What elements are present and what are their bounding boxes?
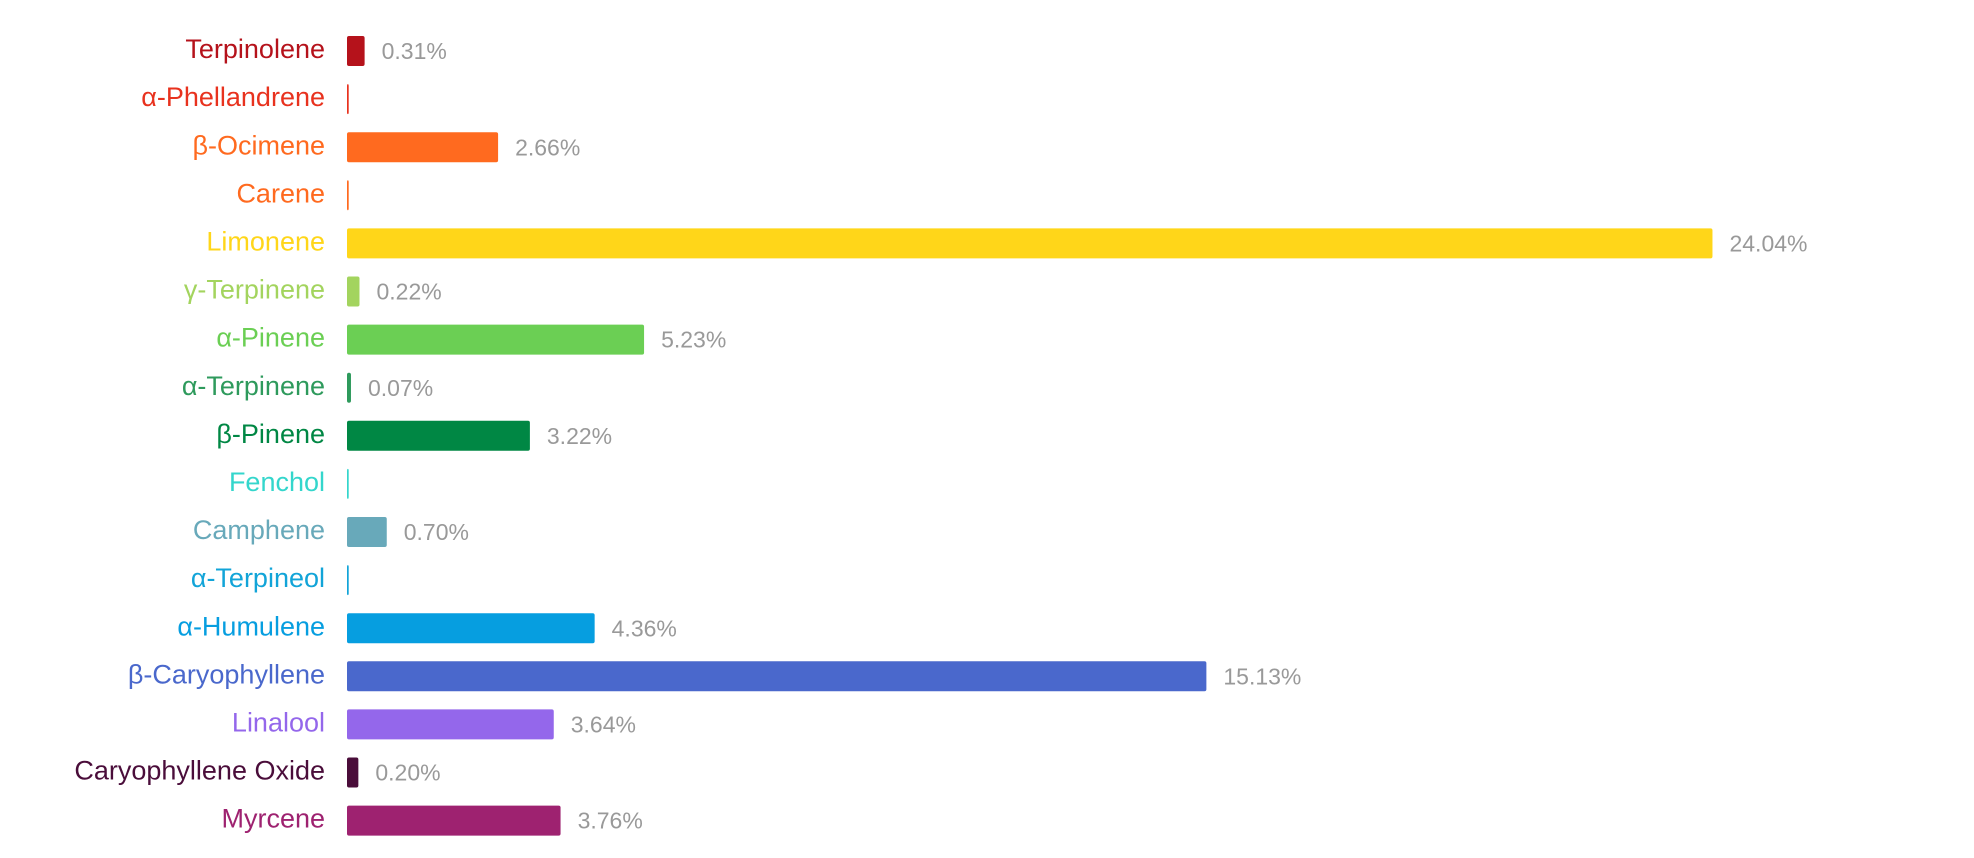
value-label: 0.70% [404, 519, 469, 545]
bar [347, 613, 595, 644]
category-label: Fenchol [229, 467, 325, 497]
category-label: Limonene [206, 227, 325, 257]
category-label: β-Ocimene [192, 130, 325, 160]
bar [347, 709, 554, 740]
category-label: Caryophyllene Oxide [74, 756, 325, 786]
bar [347, 372, 351, 403]
bar [347, 132, 499, 163]
category-label: Terpinolene [185, 34, 325, 64]
bar [347, 84, 349, 115]
bar [347, 228, 1713, 259]
bar [347, 36, 365, 66]
value-label: 0.31% [382, 38, 447, 64]
category-label: Carene [236, 178, 325, 208]
value-label: 0.22% [376, 279, 441, 305]
value-label: 24.04% [1729, 230, 1807, 256]
category-label: α-Phellandrene [141, 82, 325, 112]
category-label: α-Terpinene [182, 371, 325, 401]
category-label: α-Humulene [177, 611, 325, 641]
category-label: Linalool [232, 708, 325, 738]
category-label: α-Terpineol [191, 563, 325, 593]
category-label: Camphene [193, 515, 325, 545]
bar [347, 180, 349, 211]
value-label: 0.07% [368, 375, 433, 401]
value-label: 0.20% [375, 760, 440, 786]
category-label: β-Pinene [216, 419, 325, 449]
value-label: 4.36% [612, 615, 677, 641]
bar [347, 324, 645, 355]
category-label: γ-Terpinene [184, 275, 325, 305]
bar [347, 276, 360, 307]
value-label: 2.66% [515, 134, 580, 160]
bar [347, 757, 359, 788]
value-label: 3.64% [571, 711, 636, 737]
bar [347, 517, 387, 547]
bar [347, 661, 1207, 692]
value-label: 3.22% [547, 423, 612, 449]
bar [347, 565, 349, 596]
value-label: 15.13% [1223, 663, 1301, 689]
value-label: 5.23% [661, 327, 726, 353]
value-label: 3.76% [578, 808, 643, 834]
category-label: α-Pinene [216, 323, 325, 353]
bar [347, 420, 530, 451]
category-label: Myrcene [221, 804, 325, 834]
category-label: β-Caryophyllene [128, 659, 325, 689]
bar [347, 468, 349, 499]
bar [347, 805, 561, 836]
